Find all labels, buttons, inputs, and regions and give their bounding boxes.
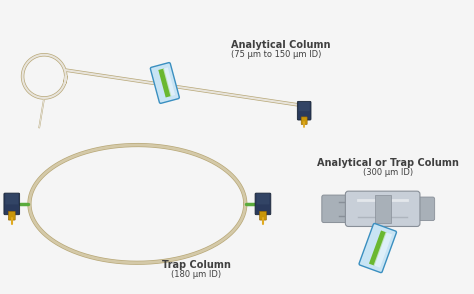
Text: Analytical or Trap Column: Analytical or Trap Column — [317, 158, 458, 168]
Text: Analytical Column: Analytical Column — [230, 40, 330, 50]
FancyBboxPatch shape — [256, 194, 269, 204]
FancyBboxPatch shape — [346, 191, 420, 226]
FancyBboxPatch shape — [4, 193, 19, 215]
FancyBboxPatch shape — [297, 101, 311, 120]
FancyBboxPatch shape — [9, 211, 15, 220]
Bar — [369, 230, 387, 266]
Text: (180 μm ID): (180 μm ID) — [171, 270, 221, 279]
FancyBboxPatch shape — [301, 117, 307, 125]
FancyBboxPatch shape — [260, 211, 266, 220]
Bar — [158, 69, 172, 98]
Text: (300 μm ID): (300 μm ID) — [363, 168, 413, 177]
FancyBboxPatch shape — [413, 197, 435, 220]
FancyBboxPatch shape — [5, 194, 18, 204]
Bar — [375, 195, 391, 223]
FancyBboxPatch shape — [150, 63, 179, 103]
Text: (75 μm to 150 μm ID): (75 μm to 150 μm ID) — [230, 50, 321, 59]
Bar — [163, 67, 175, 96]
FancyBboxPatch shape — [255, 193, 271, 215]
Text: Trap Column: Trap Column — [162, 260, 231, 270]
Bar — [374, 232, 392, 268]
FancyBboxPatch shape — [322, 195, 353, 223]
FancyBboxPatch shape — [299, 102, 310, 111]
FancyBboxPatch shape — [359, 223, 396, 273]
